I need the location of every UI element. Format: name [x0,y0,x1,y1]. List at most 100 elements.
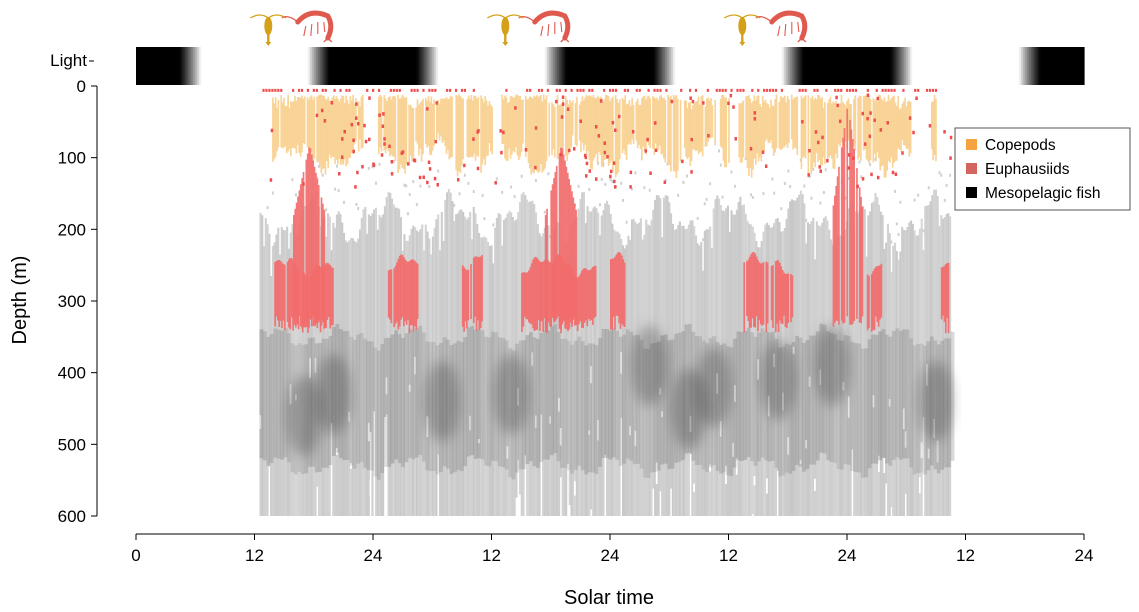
copepod-column [839,103,841,147]
light-bar-cell [594,47,597,85]
fish-column [881,215,884,516]
light-bar-cell [837,47,840,85]
light-bar-cell [580,47,583,85]
light-bar-cell [1056,47,1059,85]
fish-column [533,203,536,516]
copepod-column [788,99,790,143]
copepod-column [883,97,886,178]
fish-column [872,201,875,516]
copepod-column [408,104,411,163]
copepod-column [301,95,303,153]
copepod-column [894,102,897,161]
krill-plume [856,168,858,319]
copepod-column [868,95,871,164]
fish-speckle [719,163,722,167]
fish-column [947,213,950,516]
fish-column [364,206,367,516]
krill-plume [836,176,839,321]
copepod-column [646,96,649,143]
copepod-column [701,95,704,157]
light-bar-cell [191,47,194,85]
copepod-column [599,96,602,155]
light-bar-cell [941,47,945,85]
krill-surface [392,88,395,92]
copepod-column [455,94,458,171]
fish-core [898,330,903,460]
copepod-column [602,101,604,168]
copepod-column [886,101,888,171]
light-bar-cell [228,47,232,85]
fish-column [369,215,372,432]
light-bar-cell [1048,47,1052,85]
light-bar-cell [833,47,836,85]
light-bar-cell [748,47,751,85]
krill-speckle [330,101,334,105]
copepod-column [692,105,694,150]
fish-speckle [943,198,946,202]
copepod-column [401,94,404,168]
copepod-icon [486,14,524,46]
krill-plume [572,197,575,320]
copepod-column [817,94,819,163]
fish-column [488,245,491,516]
fish-column [812,217,815,516]
fish-column [623,248,626,516]
copepod-column [456,96,459,177]
light-bar-cell [619,47,623,85]
fish-core [643,348,647,478]
fish-core [739,331,744,461]
fish-speckle [403,183,406,187]
copepod-column [616,98,618,175]
fish-column [901,226,904,516]
krill-plume [305,159,308,322]
krill-speckle [870,172,873,177]
light-bar-cell [424,47,427,85]
fish-column [616,231,619,516]
fish-speckle [805,218,808,222]
krill-surface [529,88,532,92]
fish-speckle [847,176,850,180]
fish-column [604,203,607,455]
fish-core [622,334,627,464]
fish-column [593,206,596,516]
fish-speckle [787,169,790,173]
light-bar-cell [1044,47,1048,85]
light-bar-cell [1052,47,1055,85]
fish-core [632,335,637,465]
fish-gap [902,408,905,430]
light-bar-cell [252,47,256,85]
copepod-column [752,101,754,170]
copepod-column [328,100,331,155]
fish-column [366,233,369,516]
fish-column [885,242,888,484]
krill-antenna [281,16,299,23]
fish-column [277,227,280,516]
light-bar-cell [185,47,188,85]
copepod-column [327,96,330,169]
krill-plume [313,166,316,317]
copepod-column [466,99,469,157]
copepod-column [689,101,692,166]
light-bar-cell [1003,47,1006,85]
copepod-column [591,96,593,170]
fish-column [934,189,937,516]
fish-gap [558,397,561,412]
light-bar-cell [461,47,465,85]
light-bar-cell [339,47,342,85]
light-bar-cell [613,47,617,85]
light-bar-cell [477,47,481,85]
fish-column [910,220,913,516]
fish-gap [847,396,850,418]
light-bar-cell [218,47,222,85]
krill-speckle [749,147,753,151]
copepod-column [537,96,539,173]
krill-column [415,262,418,330]
light-bar-cell [256,47,260,85]
krill-speckle [534,165,537,170]
krill-speckle [690,137,693,142]
light-bar-cell [292,47,295,85]
krill-surface [834,88,837,92]
fish-speckle [773,191,776,195]
light-bar-cell [505,47,508,85]
fish-core [812,335,817,465]
